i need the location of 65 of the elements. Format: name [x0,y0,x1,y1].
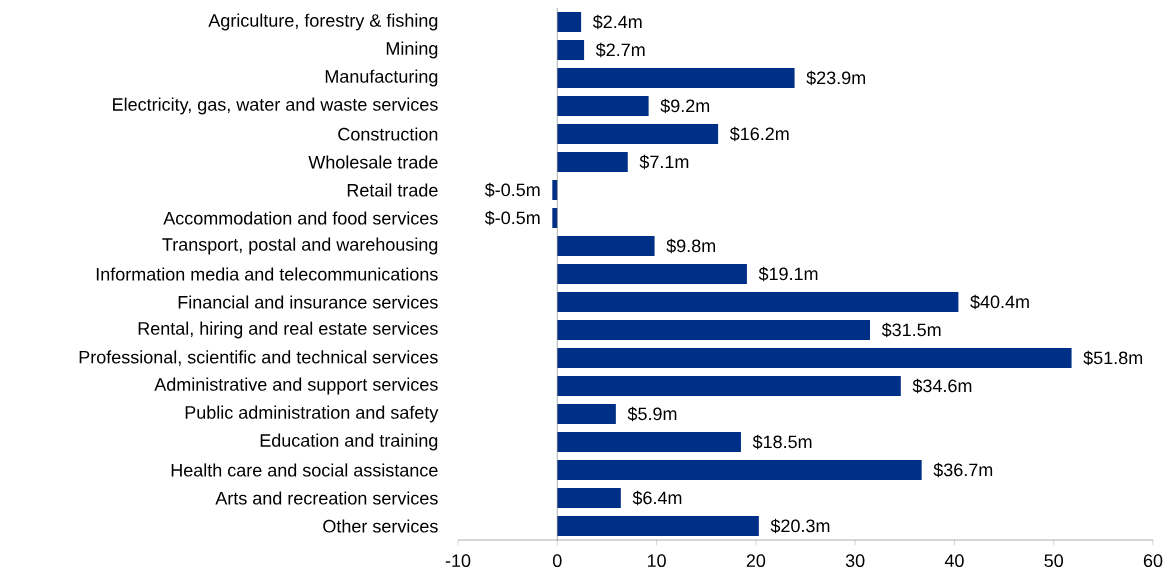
y-tick-label: Transport, postal and warehousing [162,237,438,255]
y-tick-label: Other services [323,519,438,533]
bar [557,348,1072,369]
x-tick-label: 0 [552,554,562,568]
bar [557,460,922,481]
x-tick-label: 20 [746,554,766,568]
x-tick-label: 10 [647,554,666,568]
bar [557,96,649,116]
bar [552,180,558,200]
bar [557,264,747,284]
x-tick-label: 40 [944,554,964,568]
bar [557,376,901,397]
y-tick-label: Retail trade [347,183,438,197]
y-tick-label: Arts and recreation services [215,491,438,505]
y-tick-label: Administrative and support services [154,377,438,395]
y-tick-label: Financial and insurance services [178,295,438,309]
bar [557,124,719,144]
data-label: $2.4m [592,14,642,30]
y-tick-label: Wholesale trade [308,155,438,169]
bar [557,432,741,453]
data-label: $9.2m [660,98,710,114]
bar [557,236,655,256]
y-tick-label: Education and training [260,433,438,451]
y-tick-label: Mining [386,41,438,59]
bar [552,208,558,228]
y-tick-label: Construction [338,127,438,141]
bar [557,404,616,425]
data-label: $5.9m [627,406,677,422]
y-tick-label: Public administration and safety [185,405,439,423]
x-tick-label: 30 [845,554,865,568]
data-label: $6.4m [632,490,682,506]
y-tick-label: Manufacturing [325,69,438,87]
bar [557,40,585,60]
data-label: $19.1m [758,266,818,282]
y-tick-label: Accommodation and food services [163,211,438,225]
data-label: $16.2m [729,126,789,142]
bar [557,320,871,341]
data-label: $20.3m [770,518,830,534]
data-label: $-0.5m [484,210,540,226]
bar [557,488,621,509]
data-label: $40.4m [970,294,1029,310]
data-label: $51.8m [1083,350,1143,366]
data-label: $18.5m [752,434,812,450]
data-label: $7.1m [639,154,689,170]
data-label: $36.7m [933,462,993,478]
bar [557,68,795,88]
y-tick-label: Health care and social assistance [171,463,438,477]
bar [557,152,628,172]
y-tick-label: Information media and telecommunications [96,267,438,281]
data-label: $-0.5m [484,182,540,198]
data-label: $9.8m [666,238,716,254]
bar [557,516,759,536]
data-label: $2.7m [595,42,645,58]
x-tick-label: -10 [445,554,471,568]
y-tick-label: Professional, scientific and technical services [79,350,438,366]
bar [557,12,582,32]
y-tick-label: Agriculture, forestry & fishing [208,13,438,31]
x-tick-label: 60 [1143,554,1163,568]
bar [557,292,959,313]
y-tick-label: Rental, hiring and real estate services [138,321,438,339]
data-label: $23.9m [806,70,866,86]
y-tick-label: Electricity, gas, water and waste services [113,97,438,115]
data-label: $31.5m [881,322,941,338]
data-label: $34.6m [912,378,972,394]
x-tick-label: 50 [1044,554,1064,568]
